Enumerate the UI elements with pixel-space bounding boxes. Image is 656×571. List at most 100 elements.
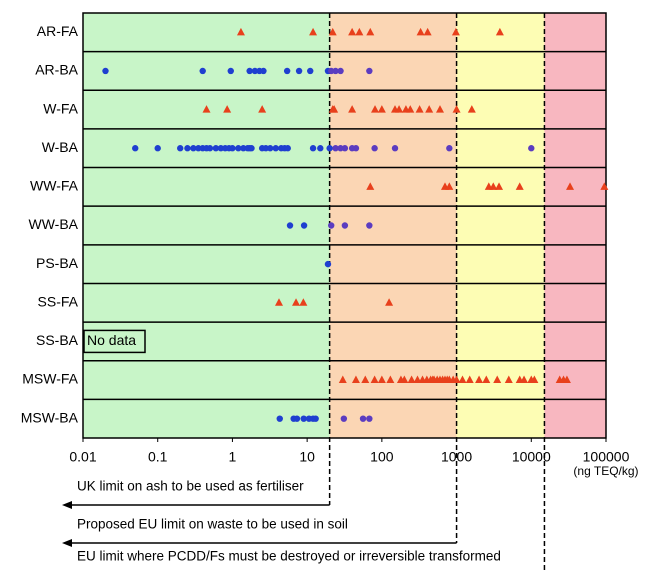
circle-point: [326, 145, 333, 152]
circle-point: [286, 222, 294, 229]
triangle-point: [330, 105, 339, 113]
circle-point: [300, 222, 308, 229]
triangle-point: [395, 105, 404, 113]
triangle-point: [348, 27, 357, 36]
circle-point: [341, 222, 349, 229]
circle-point: [154, 145, 161, 152]
triangle-point: [274, 298, 283, 306]
circle-point: [212, 145, 220, 152]
circle-point: [352, 145, 360, 152]
triangle-point: [465, 375, 474, 384]
circle-point: [184, 145, 191, 152]
circle-point: [206, 145, 214, 152]
triangle-point: [370, 375, 379, 384]
zone: [544, 13, 606, 438]
zone: [456, 13, 545, 438]
triangle-point: [407, 375, 416, 384]
triangle-point: [377, 105, 386, 113]
circle-point: [293, 415, 301, 422]
circle-point: [332, 67, 339, 75]
circle-point: [276, 415, 283, 422]
triangle-point: [366, 27, 375, 36]
triangle-point: [562, 375, 571, 384]
triangle-point: [482, 375, 491, 384]
y-tick-label: SS-FA: [38, 293, 79, 309]
circle-point: [272, 145, 279, 152]
triangle-point: [530, 375, 539, 384]
circle-point: [227, 67, 234, 75]
triangle-point: [292, 298, 301, 306]
triangle-point: [425, 105, 434, 113]
triangle-point: [371, 105, 380, 113]
circle-point: [251, 67, 259, 75]
y-tick-label: WW-FA: [30, 178, 79, 194]
circle-point: [366, 222, 373, 229]
triangle-point: [338, 375, 347, 384]
triangle-point: [400, 375, 409, 384]
x-axis-label: (ng TEQ/kg): [573, 464, 638, 478]
circle-point: [359, 415, 367, 422]
triangle-point: [366, 182, 375, 190]
triangle-point: [415, 105, 424, 113]
triangle-point: [515, 182, 524, 190]
triangle-point: [423, 27, 432, 36]
circle-point: [317, 145, 324, 152]
triangle-point: [458, 375, 467, 384]
circle-point: [391, 145, 399, 152]
triangle-point: [377, 375, 386, 384]
triangle-point: [520, 375, 529, 384]
triangle-point: [600, 182, 609, 190]
triangle-point: [475, 375, 484, 384]
y-tick-label: W-FA: [43, 100, 78, 116]
plot-frame: [82, 12, 607, 439]
triangle-point: [309, 27, 318, 36]
x-tick-label: 1: [229, 449, 237, 465]
y-tick-label: AR-FA: [37, 23, 79, 39]
circle-point: [366, 67, 373, 75]
circle-point: [328, 222, 335, 229]
no-data-box: [83, 329, 146, 354]
triangle-point: [258, 105, 267, 113]
triangle-point: [386, 375, 395, 384]
triangle-point: [445, 182, 454, 190]
circle-point: [248, 145, 255, 152]
no-data-label: No data: [87, 332, 136, 348]
triangle-point: [236, 27, 245, 36]
circle-point: [284, 145, 291, 152]
circle-point: [266, 145, 274, 152]
x-tick-label: 10: [299, 449, 315, 465]
x-tick-label: 100: [370, 449, 394, 465]
triangle-point: [223, 105, 232, 113]
circle-point: [366, 415, 373, 422]
triangle-point: [328, 27, 337, 36]
circle-point: [332, 145, 339, 152]
triangle-point: [413, 375, 422, 384]
circle-point: [300, 415, 307, 422]
y-tick-label: SS-BA: [36, 332, 79, 348]
triangle-point: [451, 27, 460, 36]
circle-point: [235, 145, 242, 152]
y-tick-label: WW-BA: [28, 216, 78, 232]
triangle-point: [416, 27, 425, 36]
circle-point: [307, 67, 314, 75]
circle-point: [102, 67, 109, 75]
x-tick-label: 10000: [512, 449, 551, 465]
circle-point: [283, 67, 291, 75]
x-tick-label: 100000: [583, 449, 630, 465]
y-tick-label: MSW-BA: [21, 409, 79, 425]
threshold-label: Proposed EU limit on waste to be used in…: [77, 517, 348, 532]
circle-point: [340, 415, 348, 422]
arrow-head: [62, 539, 72, 547]
triangle-point: [495, 27, 504, 36]
circle-point: [341, 145, 349, 152]
x-tick-label: 0.01: [69, 449, 96, 465]
triangle-point: [406, 105, 415, 113]
circle-point: [246, 67, 253, 75]
circle-point: [132, 145, 139, 152]
circle-point: [229, 145, 236, 152]
threshold-label: EU limit where PCDD/Fs must be destroyed…: [77, 549, 501, 564]
circle-point: [309, 145, 317, 152]
y-tick-label: PS-BA: [36, 255, 79, 271]
circle-point: [190, 145, 197, 152]
